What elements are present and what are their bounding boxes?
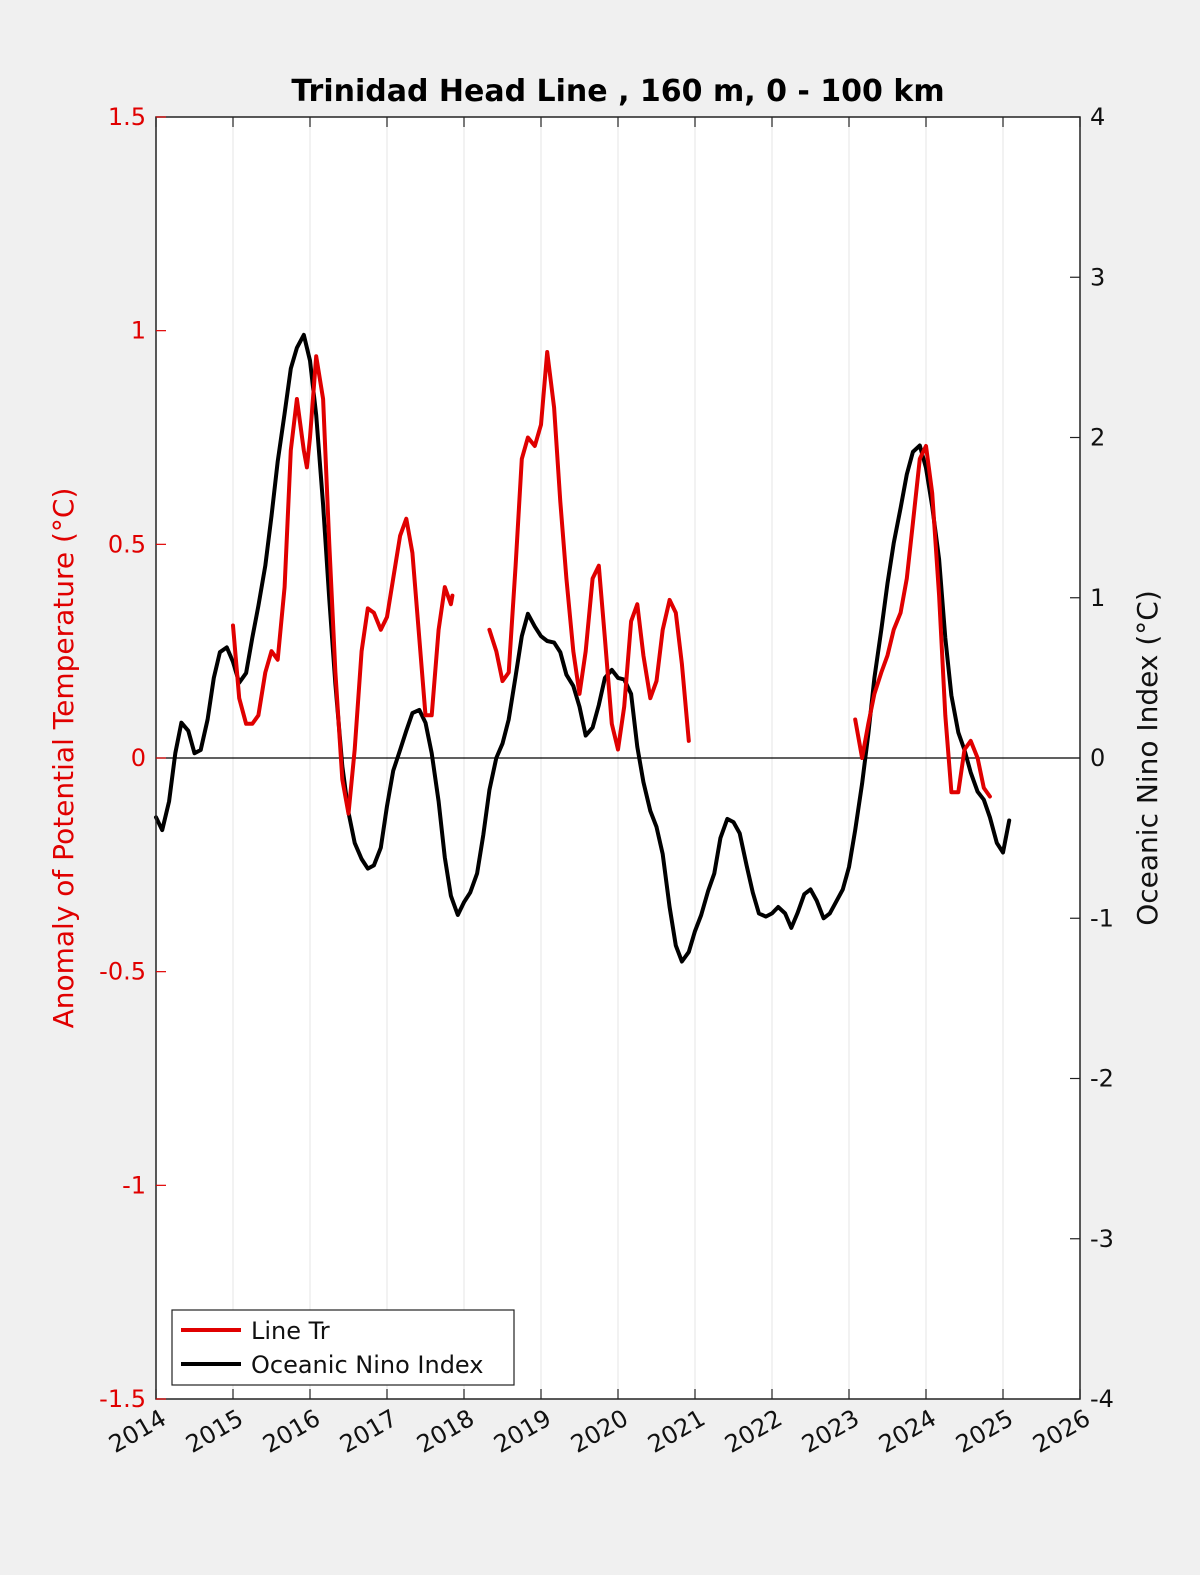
y-axis-left-label: Anomaly of Potential Temperature (°C)	[47, 488, 80, 1029]
y-right-tick-label: 0	[1090, 744, 1105, 772]
series-line-tr-segment-1	[231, 354, 455, 816]
series-line-tr-segment-2	[487, 350, 691, 752]
y-left-tick-label: 0	[131, 744, 146, 772]
y-right-tick-label: 2	[1090, 424, 1105, 452]
y-left-tick-label: 1.5	[108, 103, 146, 131]
y-left-tick-label: 0.5	[108, 530, 146, 558]
y-axis-right-label: Oceanic Nino Index (°C)	[1131, 590, 1164, 926]
legend-label-line-tr: Line Tr	[251, 1317, 330, 1345]
y-right-tick-label: 3	[1090, 263, 1105, 291]
y-left-tick-label: 1	[131, 317, 146, 345]
y-left-tick-label: -1	[122, 1171, 146, 1199]
y-left-tick-label: -0.5	[99, 958, 146, 986]
y-left-tick-label: -1.5	[99, 1385, 146, 1413]
y-right-tick-label: 1	[1090, 584, 1105, 612]
series-layer	[154, 332, 1012, 964]
series-oceanic-nino-index-segment-1	[154, 332, 1012, 964]
axis-ticks	[155, 116, 1081, 1400]
y-right-tick-label: -3	[1090, 1225, 1114, 1253]
chart-title: Trinidad Head Line , 160 m, 0 - 100 km	[291, 74, 944, 109]
y-right-tick-label: -2	[1090, 1065, 1114, 1093]
legend-label-oni: Oceanic Nino Index	[251, 1351, 483, 1379]
y-right-tick-label: -1	[1090, 904, 1114, 932]
series-line-tr-segment-3	[853, 444, 992, 799]
y-right-tick-label: -4	[1090, 1385, 1114, 1413]
legend: Line Tr Oceanic Nino Index	[171, 1309, 515, 1386]
legend-box	[171, 1309, 515, 1386]
y-right-tick-label: 4	[1090, 103, 1105, 131]
